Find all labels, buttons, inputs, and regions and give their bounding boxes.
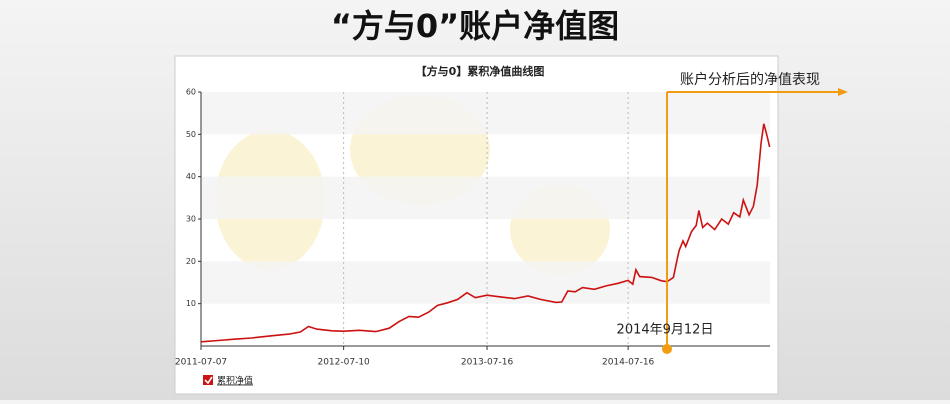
x-tick-label: 2013-07-16 (461, 358, 514, 368)
annotation-text: 账户分析后的净值表现 (680, 71, 820, 88)
page-title: “方与0”账户净值图 (331, 7, 619, 45)
y-tick-label: 30 (186, 215, 196, 224)
y-tick-label: 60 (186, 88, 196, 97)
annotation-date: 2014年9月12日 (617, 323, 714, 338)
legend-label[interactable]: 累积净值 (217, 375, 253, 387)
y-tick-label: 20 (186, 257, 196, 266)
chart-title: 【方与0】累积净值曲线图 (416, 64, 545, 78)
legend-check (204, 376, 213, 385)
x-tick-label: 2012-07-10 (317, 358, 370, 368)
x-tick-label: 2011-07-07 (175, 358, 227, 368)
annotation-dot (662, 344, 672, 354)
y-tick-label: 40 (186, 172, 196, 181)
grid-band (201, 261, 770, 304)
legend-checkbox[interactable] (203, 375, 213, 385)
grid-band (201, 176, 770, 219)
y-tick-label: 50 (186, 130, 196, 139)
grid-band (201, 92, 770, 135)
arrow-head (838, 88, 848, 96)
line (200, 123, 771, 343)
x-tick-label: 2014-07-16 (602, 358, 655, 368)
y-tick-label: 10 (186, 299, 196, 308)
